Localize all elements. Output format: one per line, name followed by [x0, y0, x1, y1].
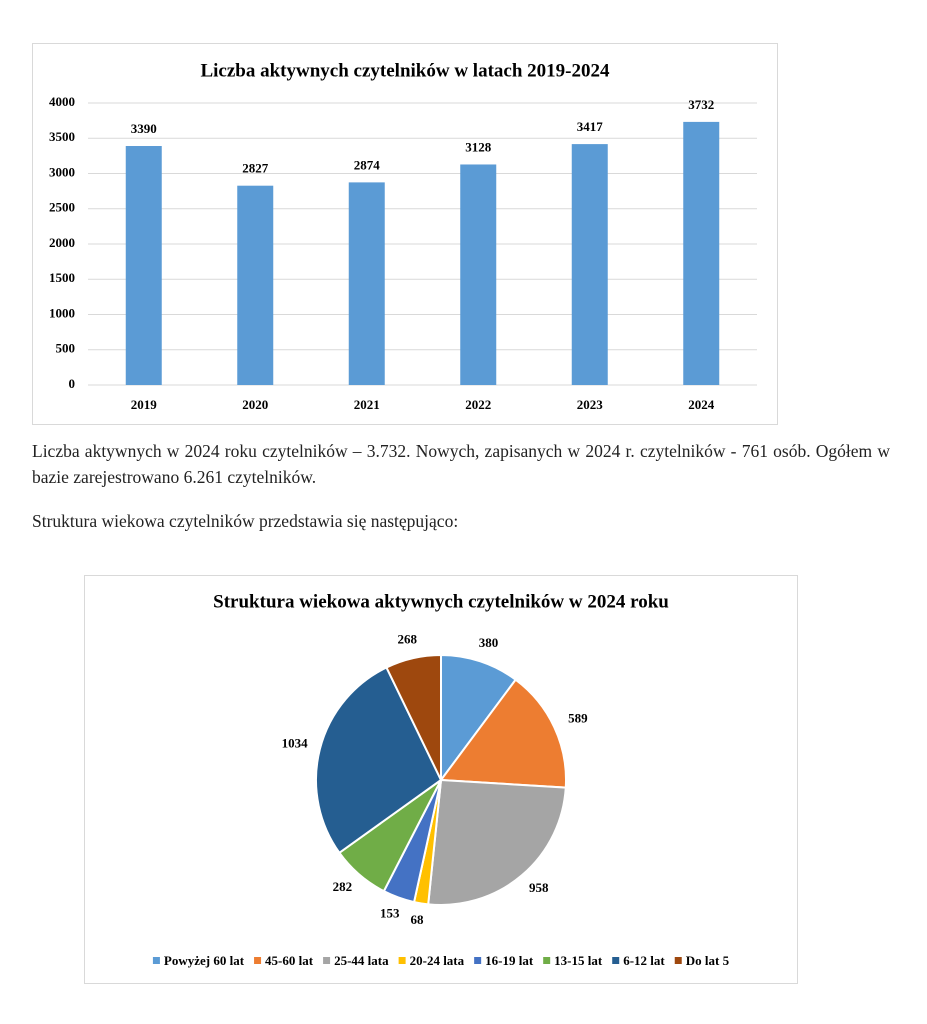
data-label: 282 [333, 879, 353, 894]
bar [571, 144, 608, 385]
legend-label: 20-24 lata [410, 953, 465, 968]
legend-swatch [152, 957, 160, 964]
legend-label: 25-44 lata [334, 953, 389, 968]
pie-slice [440, 653, 518, 784]
y-tick-label: 500 [56, 341, 76, 356]
bar [125, 146, 162, 385]
data-label: 589 [568, 711, 588, 726]
bar [237, 185, 274, 385]
paragraph: Struktura wiekowa czytelników przedstawi… [32, 511, 459, 531]
y-tick-label: 3000 [49, 164, 75, 179]
y-tick-label: 1000 [49, 305, 75, 320]
legend-label: Do lat 5 [686, 953, 730, 968]
data-label: 68 [410, 912, 424, 927]
legend-swatch [543, 957, 551, 964]
data-label: 3128 [465, 139, 492, 154]
y-tick-label: 1500 [49, 270, 75, 285]
data-label: 2874 [354, 157, 381, 172]
y-tick-label: 0 [69, 376, 76, 391]
legend-swatch [323, 957, 331, 964]
chart-title: Liczba aktywnych czytelników w latach 20… [200, 60, 610, 81]
data-label: 268 [397, 632, 417, 647]
data-label: 958 [529, 880, 549, 895]
pie-slice [315, 666, 443, 855]
x-tick-label: 2023 [577, 397, 604, 412]
legend-swatch [398, 957, 406, 964]
y-tick-label: 2500 [49, 200, 75, 215]
pie-slice [385, 653, 442, 781]
data-label: 153 [380, 906, 400, 921]
bar [460, 164, 497, 385]
legend-swatch [474, 957, 482, 964]
data-label: 3390 [131, 121, 157, 136]
data-label: 1034 [282, 736, 309, 751]
y-tick-label: 3500 [49, 129, 75, 144]
bar [683, 121, 720, 386]
legend-swatch [674, 957, 682, 964]
x-tick-label: 2021 [354, 397, 380, 412]
chart-title: Struktura wiekowa aktywnych czytelników … [213, 591, 669, 612]
x-tick-label: 2024 [688, 397, 715, 412]
y-tick-label: 4000 [49, 94, 75, 109]
bar [348, 182, 385, 385]
legend-swatch [612, 957, 620, 964]
data-label: 3732 [688, 97, 714, 112]
paragraph: Liczba aktywnych w 2024 roku czytelników… [32, 441, 890, 487]
legend-label: Powyżej 60 lat [164, 953, 245, 968]
data-label: 3417 [577, 119, 604, 134]
legend-label: 13-15 lat [554, 953, 603, 968]
y-tick-label: 2000 [49, 235, 75, 250]
data-label: 380 [479, 635, 499, 650]
legend-label: 16-19 lat [485, 953, 534, 968]
legend-label: 45-60 lat [265, 953, 314, 968]
data-label: 2827 [242, 161, 269, 176]
x-tick-label: 2019 [131, 397, 158, 412]
legend-swatch [254, 957, 262, 964]
pie-slice [439, 678, 567, 789]
x-tick-label: 2022 [465, 397, 491, 412]
legend-label: 6-12 lat [623, 953, 665, 968]
x-tick-label: 2020 [242, 397, 268, 412]
pie-slice [427, 778, 567, 906]
